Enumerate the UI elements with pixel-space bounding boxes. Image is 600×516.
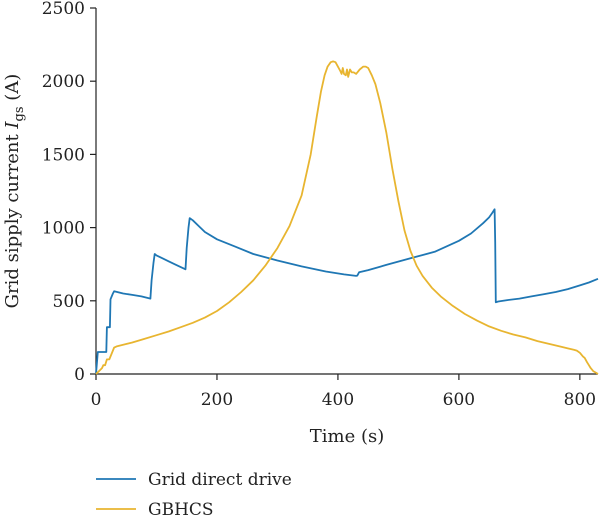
y-tick-label: 0 [74,365,85,385]
y-axis-title-unit: (A) [2,74,23,107]
y-ticks: 0 500 1000 1500 2000 2500 [42,0,96,385]
legend-label: Grid direct drive [148,470,292,490]
x-axis-title: Time (s) [310,426,385,447]
x-tick-label: 800 [564,390,596,410]
x-ticks: 0 200 400 600 800 [91,374,596,410]
legend: Grid direct drive GBHCS [96,470,292,516]
legend-label: GBHCS [148,500,214,516]
y-tick-label: 1500 [42,145,85,165]
x-tick-label: 0 [91,390,102,410]
series-layer [95,60,599,375]
y-tick-label: 2500 [42,0,85,19]
y-tick-label: 2000 [42,72,85,92]
y-axis-title-subscript: gs [12,106,27,121]
series-line-1 [95,208,599,375]
axes: 0 500 1000 1500 2000 2500 0 200 400 600 800 [42,0,598,410]
x-tick-label: 200 [201,390,233,410]
x-tick-label: 600 [443,390,475,410]
y-tick-label: 500 [53,292,85,312]
y-tick-label: 1000 [42,219,85,239]
series-line-2 [95,60,599,375]
y-axis-title-symbol: I [2,121,23,130]
y-axis-title-main: Grid sipply current [2,129,23,309]
y-axis-title: Grid sipply current Igs (A) [2,74,27,309]
x-tick-label: 400 [322,390,354,410]
